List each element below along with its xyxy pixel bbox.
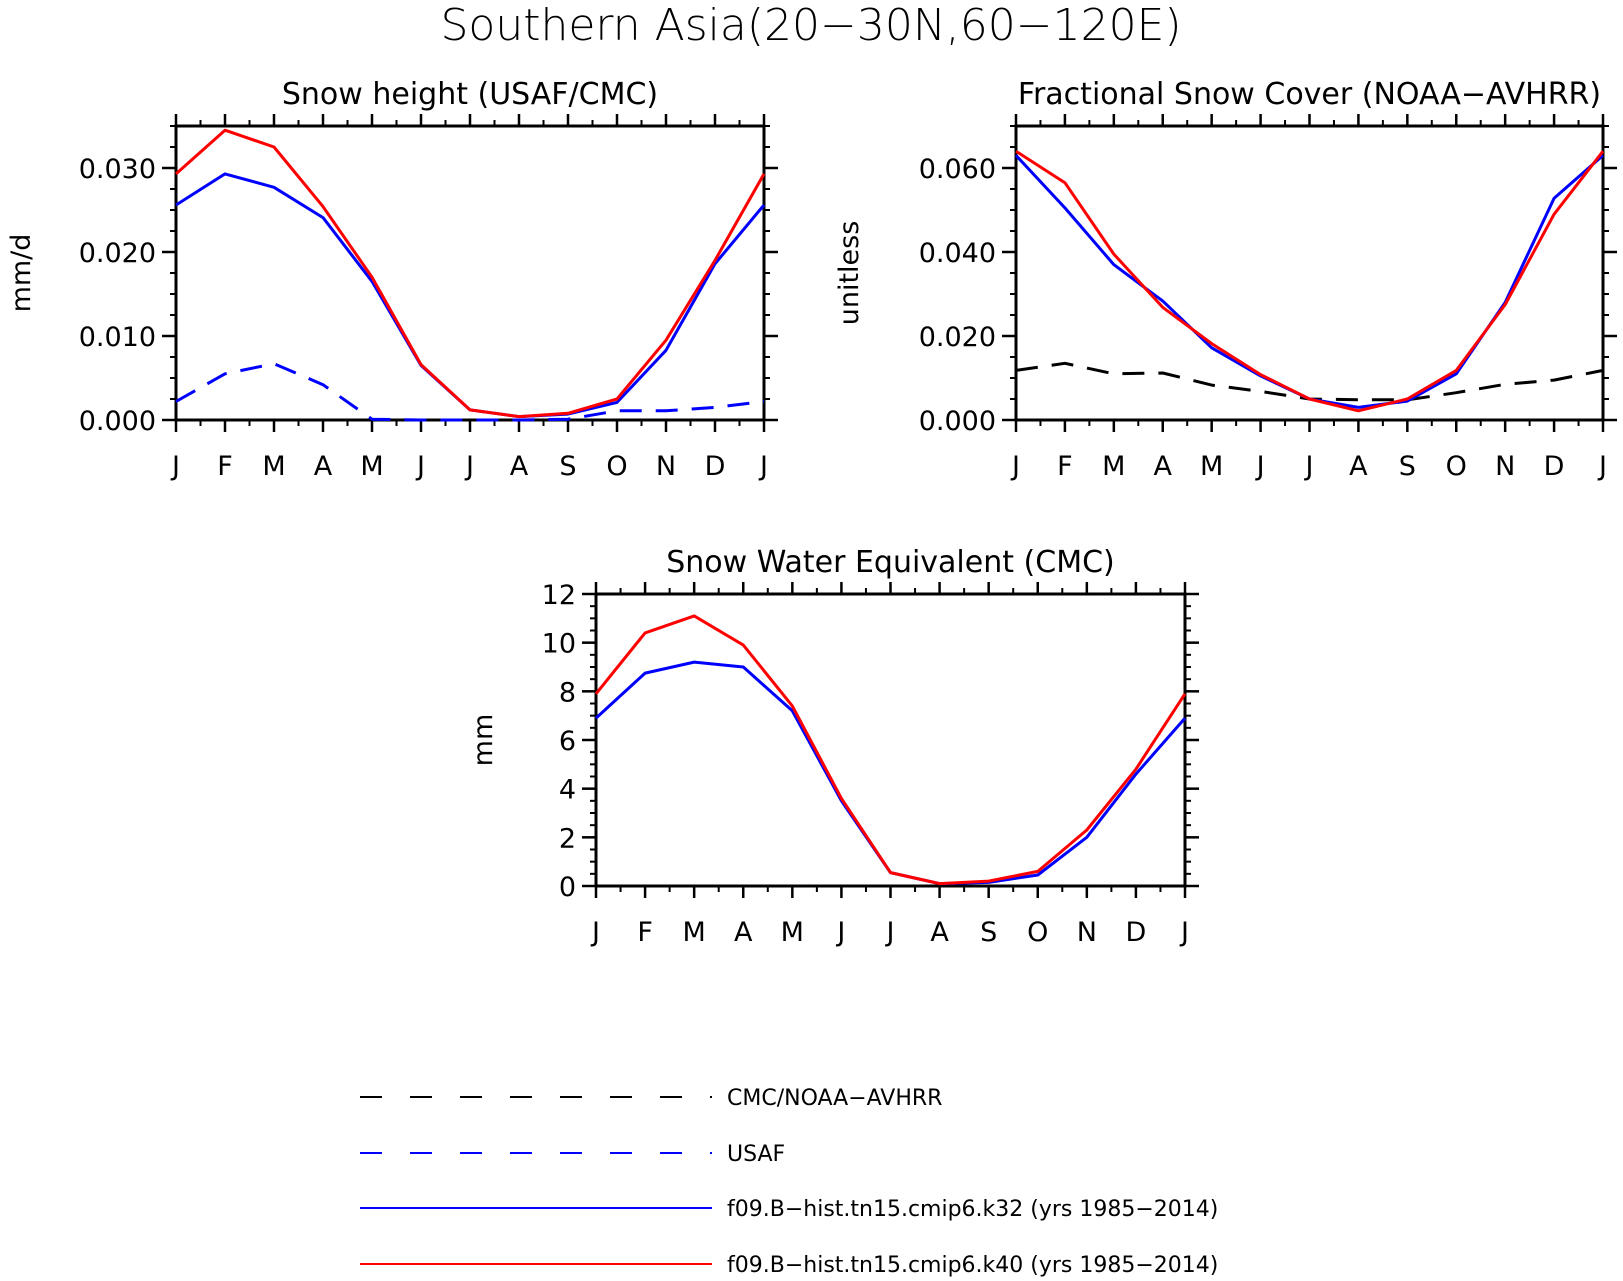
x-tick-label: J [590,917,600,948]
x-tick-label: N [656,451,676,482]
plot-frame [594,592,1187,888]
y-tick-label: 0.030 [79,154,156,185]
y-tick-label: 0.060 [919,154,996,185]
plot-frame [174,124,766,422]
x-tick-label: N [1077,917,1097,948]
series-line-k32 [594,660,1187,886]
x-tick-label: D [705,451,726,482]
series-line-usaf [175,362,765,422]
y-tick-label: 12 [542,580,576,611]
x-tick-label: J [170,451,180,482]
x-tick-label: N [1495,451,1515,482]
chart-panel-2: J F M A M J J A S O N D J0.0000.0200.0400.060Fractio… [834,77,1617,482]
x-tick-label: M [1200,451,1223,482]
x-tick-label: M [262,451,285,482]
y-tick-label: 0.010 [79,322,156,353]
x-tick-label: F [217,451,233,482]
legend-label-k32: f09.B−hist.tn15.cmip6.k32 (yrs 1985−2014… [727,1197,1218,1222]
legend-label-obs: CMC/NOAA−AVHRR [727,1086,942,1111]
y-tick-label: 0.040 [919,238,996,269]
x-tick-label: O [1446,451,1467,482]
x-tick-label: F [637,917,653,948]
y-tick-label: 0.000 [79,406,156,437]
x-tick-label: F [1057,451,1073,482]
legend-label-usaf: USAF [727,1142,785,1167]
x-tick-label: S [559,451,576,482]
series-line-k40 [1015,149,1605,413]
x-tick-label: O [606,451,627,482]
x-tick-label: M [360,451,383,482]
x-tick-label: M [683,917,706,948]
x-tick-label: J [758,451,768,482]
series-line-k40 [594,614,1187,886]
x-tick-label: J [415,451,425,482]
x-tick-label: J [1179,917,1189,948]
y-tick-label: 0.000 [919,406,996,437]
x-tick-label: M [1102,451,1125,482]
x-tick-label: A [510,451,529,482]
y-tick-label: 0 [559,872,576,903]
series-line-k32 [175,172,766,419]
series-line-k32 [1014,154,1604,409]
x-tick-label: O [1027,917,1048,948]
y-tick-label: 8 [559,677,576,708]
y-axis-label: mm [468,714,499,767]
y-axis-label: mm/d [6,234,37,313]
x-tick-label: J [835,917,845,948]
x-tick-label: J [885,917,895,948]
y-tick-label: 0.020 [919,322,996,353]
x-tick-label: A [1349,451,1368,482]
x-tick-label: J [464,451,474,482]
y-tick-label: 0.020 [79,238,156,269]
x-tick-label: D [1126,917,1147,948]
x-tick-label: J [1255,451,1265,482]
series-line-obs [1015,361,1604,402]
y-tick-label: 4 [559,775,576,806]
legend-label-k40: f09.B−hist.tn15.cmip6.k40 (yrs 1985−2014… [727,1253,1218,1278]
x-tick-label: A [734,917,753,948]
plot-frame [1014,124,1605,422]
panel-title: Fractional Snow Cover (NOAA−AVHRR) [1018,77,1601,112]
x-tick-label: S [1399,451,1416,482]
x-tick-label: J [1597,451,1607,482]
x-tick-label: S [980,917,997,948]
panel-title: Snow Water Equivalent (CMC) [666,545,1114,580]
x-tick-label: A [314,451,333,482]
x-tick-label: M [781,917,804,948]
y-tick-label: 10 [542,629,576,660]
x-tick-label: A [1154,451,1173,482]
figure-title: Southern Asia(20−30N,60−120E) [440,0,1181,51]
series-line-k40 [175,128,766,419]
x-tick-label: D [1544,451,1565,482]
y-axis-label: unitless [834,221,865,326]
x-tick-label: J [1010,451,1020,482]
x-tick-label: J [1304,451,1314,482]
y-tick-label: 2 [559,823,576,854]
legend: CMC/NOAA−AVHRR USAF f09.B−hist.tn15.cmip6.… [360,1086,1218,1278]
x-tick-label: A [930,917,949,948]
y-tick-label: 6 [559,726,576,757]
panel-title: Snow height (USAF/CMC) [282,77,658,112]
